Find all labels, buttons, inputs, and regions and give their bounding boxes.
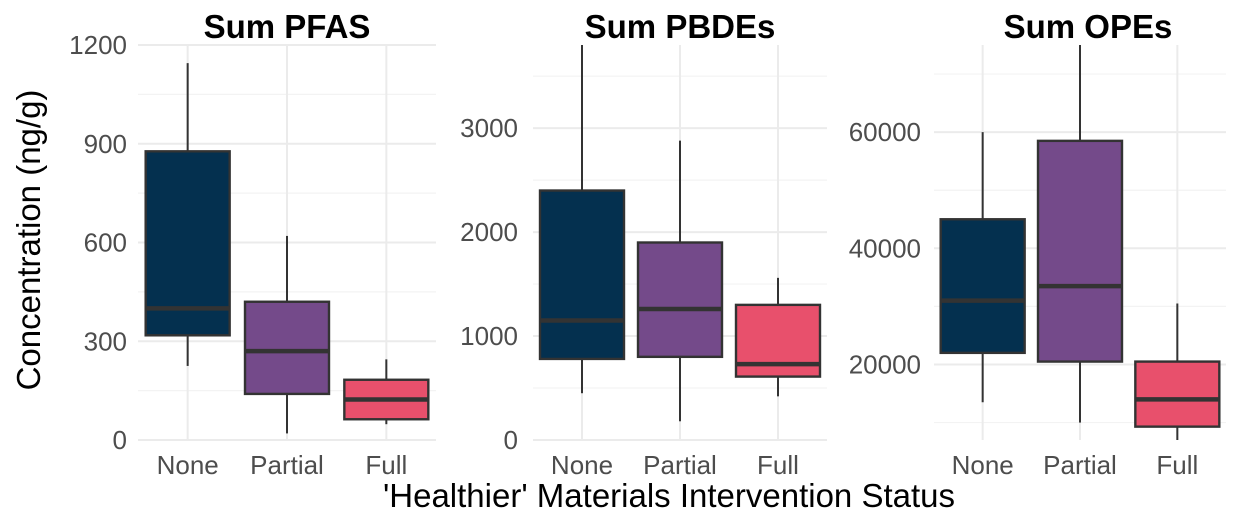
y-axis-title: Concentration (ng/g) <box>10 90 47 391</box>
x-tick-label: Partial <box>643 450 717 480</box>
panel-title: Sum OPEs <box>1004 8 1173 45</box>
y-tick-label: 40000 <box>849 233 921 263</box>
panel-2: 0 1000 2000 3000 None Partial Full Sum PBDEs <box>460 8 827 480</box>
panel-1: 0 300 600 900 1200 None Partial Full Sum PFAS <box>69 8 436 480</box>
box-none <box>538 189 626 361</box>
panels: 0 300 600 900 1200 None Partial Full Sum PFAS 0 10… <box>69 8 1226 480</box>
y-tick-label: 3000 <box>460 113 518 143</box>
x-tick-label: Partial <box>1043 450 1117 480</box>
y-tick-label: 1200 <box>69 30 127 60</box>
panel-title: Sum PFAS <box>204 8 371 45</box>
x-tick-label: Full <box>1156 450 1198 480</box>
box-full <box>1134 360 1221 428</box>
x-tick-label: Partial <box>250 450 324 480</box>
y-tick-label: 0 <box>504 425 518 455</box>
x-tick-label: None <box>952 450 1014 480</box>
x-tick-label: None <box>551 450 613 480</box>
box-partial <box>243 300 331 396</box>
y-tick-label: 300 <box>84 326 127 356</box>
x-tick-label: Full <box>365 450 407 480</box>
box-none <box>144 150 231 337</box>
y-tick-label: 0 <box>113 425 127 455</box>
box-partial <box>636 241 724 359</box>
y-tick-label: 1000 <box>460 321 518 351</box>
y-tick-label: 20000 <box>849 349 921 379</box>
box-partial <box>1036 139 1124 363</box>
y-tick-label: 600 <box>84 228 127 258</box>
y-tick-label: 60000 <box>849 117 921 147</box>
y-tick-label: 2000 <box>460 217 518 247</box>
y-tick-label: 900 <box>84 129 127 159</box>
panel-3: 20000 40000 60000 None Partial Full Sum OPEs <box>849 8 1226 480</box>
x-tick-label: Full <box>757 450 799 480</box>
x-tick-label: None <box>157 450 219 480</box>
x-axis-title: 'Healthier' Materials Intervention Statu… <box>383 477 955 514</box>
box-none <box>939 218 1026 355</box>
panel-title: Sum PBDEs <box>585 8 776 45</box>
